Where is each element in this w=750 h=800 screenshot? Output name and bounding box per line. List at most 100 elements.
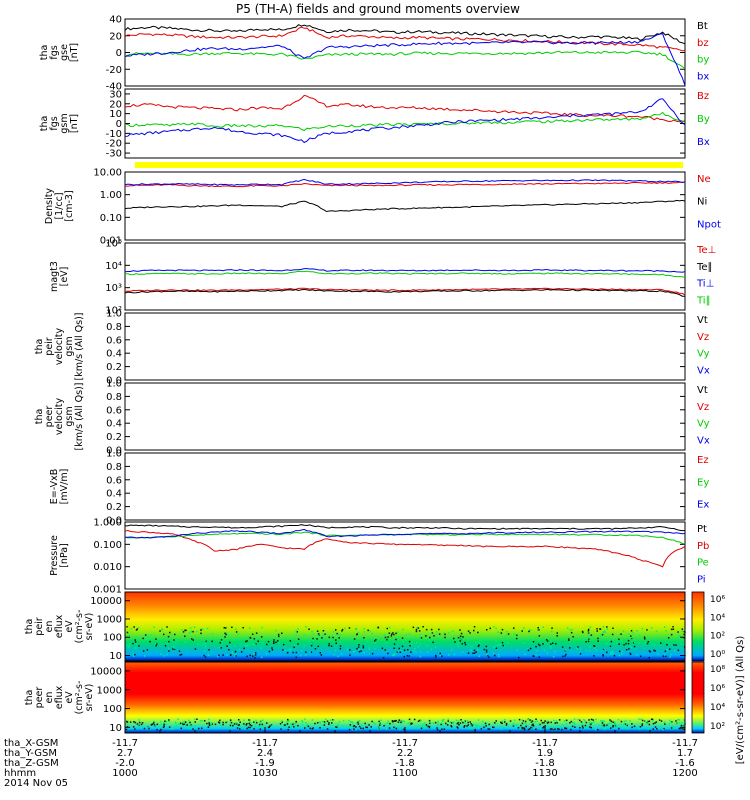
heatmap-speckle bbox=[636, 654, 638, 656]
heatmap-speckle bbox=[219, 719, 221, 722]
heatmap-speckle bbox=[375, 639, 377, 641]
heatmap-speckle bbox=[629, 720, 631, 722]
heatmap-speckle bbox=[335, 726, 337, 728]
heatmap-speckle bbox=[419, 651, 422, 653]
heatmap-speckle bbox=[656, 728, 658, 730]
heatmap-speckle bbox=[338, 727, 340, 729]
heatmap-speckle bbox=[609, 643, 611, 646]
heatmap-speckle bbox=[287, 725, 289, 728]
heatmap-speckle bbox=[458, 724, 460, 726]
heatmap-speckle bbox=[220, 639, 223, 641]
heatmap-speckle bbox=[391, 633, 393, 635]
heatmap-speckle bbox=[660, 726, 662, 728]
heatmap-speckle bbox=[388, 626, 391, 629]
heatmap-speckle bbox=[461, 643, 464, 645]
heatmap-speckle bbox=[624, 723, 627, 725]
panel-frame bbox=[124, 382, 686, 451]
heatmap-speckle bbox=[430, 632, 433, 634]
heatmap-speckle bbox=[312, 637, 314, 640]
heatmap-speckle bbox=[521, 722, 524, 725]
heatmap-speckle bbox=[177, 718, 179, 720]
legend-entry: Ni bbox=[697, 197, 707, 208]
heatmap-speckle bbox=[194, 721, 196, 723]
heatmap-speckle bbox=[657, 653, 659, 655]
heatmap-speckle bbox=[652, 722, 655, 725]
heatmap-speckle bbox=[165, 720, 167, 723]
heatmap-speckle bbox=[550, 647, 552, 649]
heatmap-speckle bbox=[312, 727, 314, 729]
heatmap-speckle bbox=[379, 722, 381, 724]
heatmap-speckle bbox=[348, 727, 350, 729]
y-axis-label: sr-eV) bbox=[84, 613, 95, 641]
heatmap-speckle bbox=[238, 725, 240, 728]
heatmap-speckle bbox=[577, 718, 579, 721]
heatmap-speckle bbox=[328, 723, 330, 726]
heatmap-speckle bbox=[403, 728, 405, 730]
heatmap-speckle bbox=[219, 642, 221, 644]
heatmap-speckle bbox=[254, 643, 256, 646]
heatmap-speckle bbox=[639, 726, 642, 728]
heatmap-speckle bbox=[663, 721, 666, 723]
heatmap-speckle bbox=[144, 634, 147, 636]
y-axis-label: [cm-3] bbox=[64, 190, 75, 221]
y-axis-label: tha bbox=[24, 619, 35, 635]
heatmap-speckle bbox=[631, 638, 633, 641]
heatmap-speckle bbox=[328, 639, 331, 641]
heatmap-speckle bbox=[485, 724, 487, 726]
y-tick-label: 0.6 bbox=[106, 475, 122, 486]
heatmap-speckle bbox=[136, 723, 139, 725]
heatmap-speckle bbox=[450, 722, 453, 724]
heatmap-speckle bbox=[229, 719, 232, 721]
heatmap-speckle bbox=[208, 649, 210, 651]
panel-p7: 1.0 0.8 0.6 0.4 0.2 0.0 E=-VxB [mV/m] Ez Ey Ex bbox=[49, 449, 709, 527]
heatmap-speckle bbox=[550, 643, 552, 645]
heatmap-speckle bbox=[597, 728, 599, 731]
heatmap-speckle bbox=[147, 638, 150, 640]
heatmap-speckle bbox=[535, 728, 537, 730]
heatmap-speckle bbox=[612, 721, 614, 723]
heatmap-speckle bbox=[597, 637, 599, 640]
heatmap-speckle bbox=[618, 654, 620, 657]
heatmap-speckle bbox=[494, 646, 496, 648]
y-axis-label: (cm²-s- bbox=[74, 681, 85, 715]
heatmap-speckle bbox=[361, 637, 364, 640]
heatmap-speckle bbox=[477, 725, 479, 728]
heatmap-speckle bbox=[325, 722, 327, 724]
heatmap-speckle bbox=[146, 636, 149, 638]
heatmap-speckle bbox=[541, 722, 544, 724]
heatmap-speckle bbox=[672, 628, 675, 630]
heatmap-speckle bbox=[336, 632, 338, 635]
heatmap-speckle bbox=[589, 646, 591, 648]
heatmap-speckle bbox=[242, 627, 244, 629]
heatmap-speckle bbox=[663, 728, 665, 730]
heatmap-speckle bbox=[378, 726, 380, 728]
heatmap-speckle bbox=[513, 633, 515, 635]
heatmap-speckle bbox=[323, 722, 326, 724]
heatmap-speckle bbox=[627, 639, 630, 642]
heatmap-speckle bbox=[502, 726, 504, 728]
heatmap-speckle bbox=[480, 728, 483, 730]
heatmap-speckle bbox=[469, 727, 471, 730]
heatmap-speckle bbox=[208, 721, 210, 723]
heatmap-speckle bbox=[210, 722, 212, 724]
heatmap-speckle bbox=[399, 649, 402, 652]
heatmap-speckle bbox=[641, 724, 643, 727]
heatmap-speckle bbox=[563, 720, 566, 722]
heatmap-speckle bbox=[309, 727, 311, 730]
heatmap-speckle bbox=[457, 727, 459, 729]
heatmap-speckle bbox=[616, 642, 618, 644]
heatmap-speckle bbox=[396, 631, 399, 633]
heatmap-speckle bbox=[192, 639, 194, 641]
heatmap-speckle bbox=[434, 646, 437, 649]
heatmap-speckle bbox=[132, 642, 134, 645]
heatmap-speckle bbox=[435, 656, 437, 658]
x-tick-label: -11.7 bbox=[672, 738, 698, 749]
heatmap-speckle bbox=[384, 636, 387, 639]
heatmap-speckle bbox=[412, 626, 415, 629]
heatmap-speckle bbox=[474, 728, 476, 731]
heatmap-speckle bbox=[649, 651, 652, 653]
heatmap-speckle bbox=[618, 638, 620, 641]
panel-frame bbox=[124, 312, 686, 381]
heatmap-speckle bbox=[290, 724, 292, 727]
heatmap-speckle bbox=[134, 721, 137, 724]
